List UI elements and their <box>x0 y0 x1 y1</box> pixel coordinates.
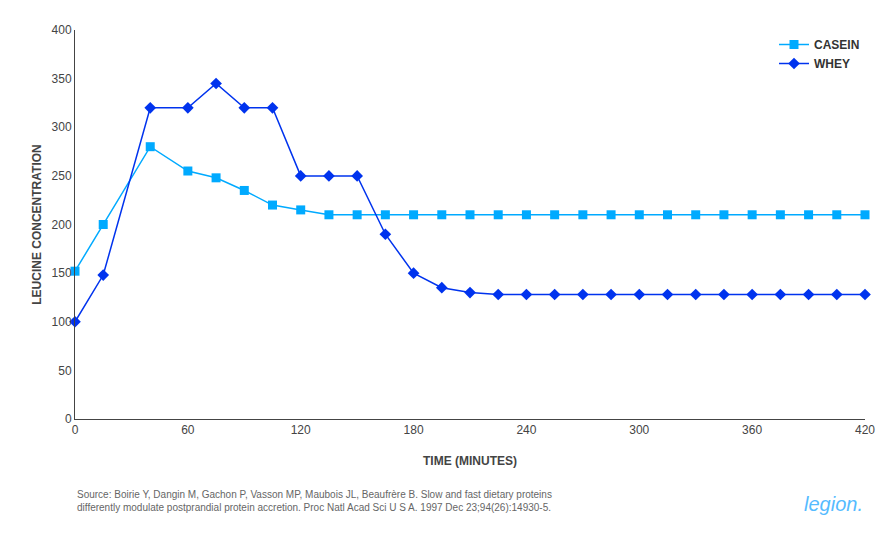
svg-text:180: 180 <box>404 423 424 437</box>
svg-text:50: 50 <box>58 364 72 378</box>
svg-text:200: 200 <box>52 218 72 232</box>
svg-text:300: 300 <box>629 423 649 437</box>
svg-text:TIME (MINUTES): TIME (MINUTES) <box>423 454 517 468</box>
svg-text:360: 360 <box>742 423 762 437</box>
svg-text:250: 250 <box>52 169 72 183</box>
svg-text:0: 0 <box>65 412 72 426</box>
svg-text:CASEIN: CASEIN <box>814 38 859 52</box>
svg-text:150: 150 <box>52 266 72 280</box>
svg-text:Source: Boirie Y, Dangin M, Ga: Source: Boirie Y, Dangin M, Gachon P, Va… <box>77 489 552 513</box>
svg-text:WHEY: WHEY <box>814 57 850 71</box>
svg-text:LEUCINE CONCENTRATION: LEUCINE CONCENTRATION <box>30 144 44 304</box>
svg-text:240: 240 <box>516 423 536 437</box>
svg-text:100: 100 <box>52 315 72 329</box>
svg-text:60: 60 <box>181 423 195 437</box>
svg-text:legion.: legion. <box>804 493 863 515</box>
svg-text:350: 350 <box>52 72 72 86</box>
svg-text:120: 120 <box>291 423 311 437</box>
svg-text:400: 400 <box>52 23 72 37</box>
svg-text:0: 0 <box>72 423 79 437</box>
svg-text:420: 420 <box>855 423 875 437</box>
svg-text:300: 300 <box>52 120 72 134</box>
